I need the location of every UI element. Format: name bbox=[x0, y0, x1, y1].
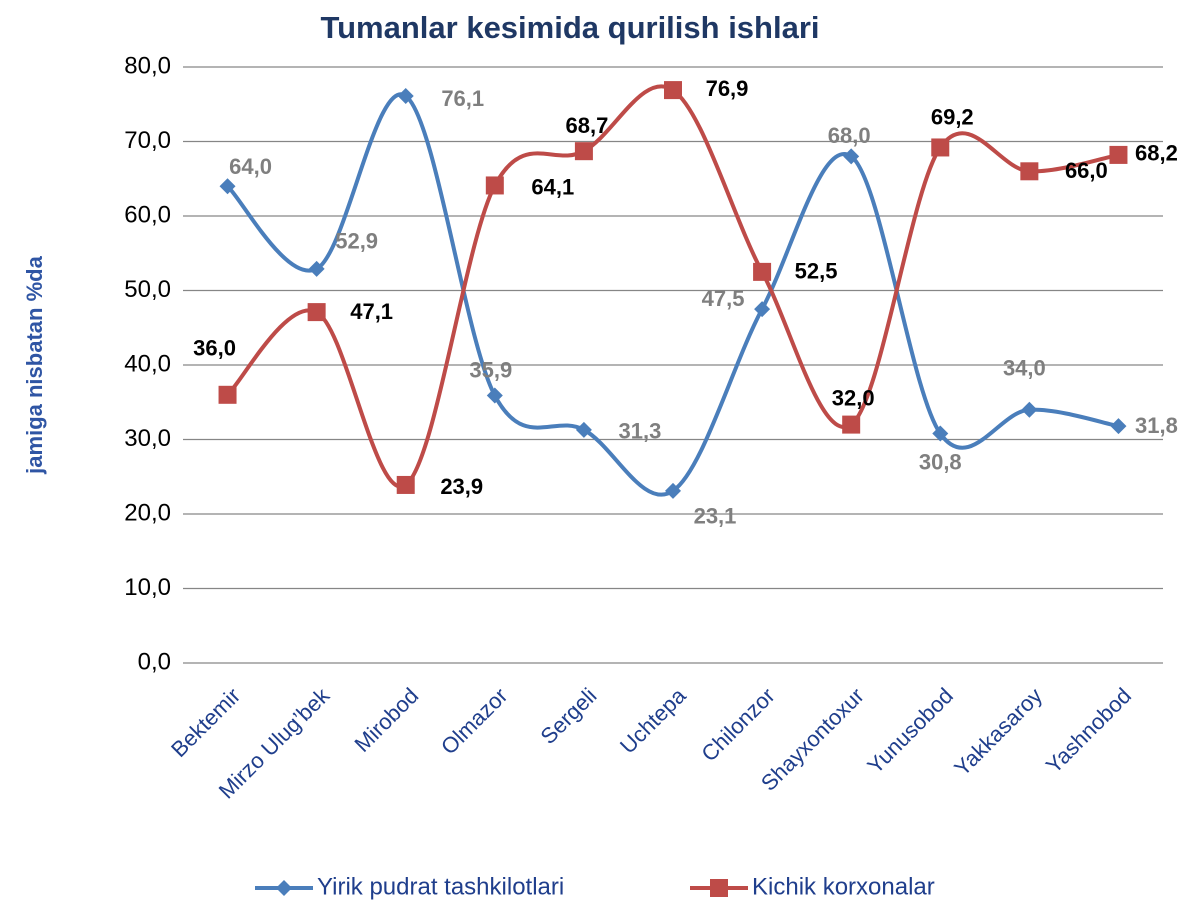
x-tick-label: Olmazor bbox=[436, 683, 512, 759]
series-line bbox=[226, 84, 1119, 489]
x-tick-label: Bektemir bbox=[166, 683, 245, 762]
data-point bbox=[664, 81, 682, 100]
y-tick-label: 20,0 bbox=[124, 499, 171, 526]
data-point bbox=[575, 421, 592, 438]
x-tick-label: Mirobod bbox=[349, 683, 423, 757]
legend-marker bbox=[710, 879, 728, 897]
data-point bbox=[397, 88, 414, 105]
data-point bbox=[931, 138, 950, 157]
y-tick-label: 40,0 bbox=[124, 350, 171, 377]
data-label: 31,3 bbox=[618, 419, 661, 444]
data-label: 66,0 bbox=[1065, 158, 1108, 183]
data-point bbox=[396, 475, 415, 494]
data-point bbox=[1110, 418, 1127, 435]
x-tick-label: Yunusobod bbox=[862, 683, 958, 779]
x-tick-label: Uchtepa bbox=[615, 682, 691, 758]
legend-label: Kichik korxonalar bbox=[752, 873, 935, 900]
data-label: 34,0 bbox=[1003, 356, 1046, 381]
y-tick-label: 60,0 bbox=[124, 201, 171, 228]
x-tick-label: Yakkasaroy bbox=[949, 683, 1047, 781]
data-point bbox=[665, 482, 681, 499]
data-label: 23,9 bbox=[440, 474, 483, 499]
data-label: 68,0 bbox=[828, 123, 871, 148]
data-label: 76,9 bbox=[706, 76, 749, 101]
data-point bbox=[753, 262, 772, 281]
y-tick-label: 70,0 bbox=[124, 127, 171, 154]
data-label: 32,0 bbox=[832, 385, 875, 410]
chart-title: Tumanlar kesimida qurilish ishlari bbox=[320, 10, 819, 45]
data-label: 76,1 bbox=[441, 86, 484, 111]
y-tick-label: 10,0 bbox=[124, 574, 171, 601]
data-point bbox=[218, 385, 237, 404]
y-tick-label: 50,0 bbox=[124, 276, 171, 303]
data-point bbox=[485, 176, 504, 195]
series-line bbox=[226, 92, 1119, 497]
legend-marker bbox=[276, 880, 292, 896]
data-point bbox=[219, 178, 236, 195]
data-point bbox=[574, 142, 593, 161]
data-point bbox=[486, 387, 503, 404]
data-point bbox=[1021, 401, 1038, 418]
legend-label: Yirik pudrat tashkilotlari bbox=[317, 873, 564, 900]
data-label: 23,1 bbox=[694, 504, 737, 529]
data-point bbox=[932, 425, 949, 442]
data-label: 52,9 bbox=[335, 229, 378, 254]
data-label: 64,0 bbox=[229, 154, 272, 179]
data-label: 35,9 bbox=[469, 357, 512, 382]
y-tick-label: 30,0 bbox=[124, 425, 171, 452]
data-point bbox=[754, 301, 771, 318]
data-label: 30,8 bbox=[919, 449, 962, 474]
data-label: 36,0 bbox=[193, 336, 236, 361]
data-point bbox=[1020, 162, 1039, 181]
data-label: 69,2 bbox=[931, 104, 974, 129]
x-tick-label: Chilonzor bbox=[696, 683, 779, 766]
data-point bbox=[1109, 145, 1128, 164]
x-tick-label: Yashnobod bbox=[1041, 683, 1136, 778]
y-tick-label: 80,0 bbox=[124, 52, 171, 79]
y-tick-label: 0,0 bbox=[138, 648, 171, 675]
data-label: 31,8 bbox=[1135, 413, 1178, 438]
y-axis-title: jamiga nisbatan %da bbox=[22, 255, 47, 474]
data-label: 68,7 bbox=[565, 113, 608, 138]
data-label: 64,1 bbox=[531, 174, 574, 199]
data-point bbox=[843, 148, 860, 165]
x-tick-label: Sergeli bbox=[535, 683, 601, 749]
data-label: 52,5 bbox=[795, 259, 838, 284]
data-label: 68,2 bbox=[1135, 141, 1178, 166]
data-point bbox=[842, 415, 861, 434]
data-point bbox=[307, 303, 326, 322]
data-label: 47,5 bbox=[702, 286, 745, 311]
data-point bbox=[308, 260, 325, 277]
data-label: 47,1 bbox=[350, 299, 393, 324]
